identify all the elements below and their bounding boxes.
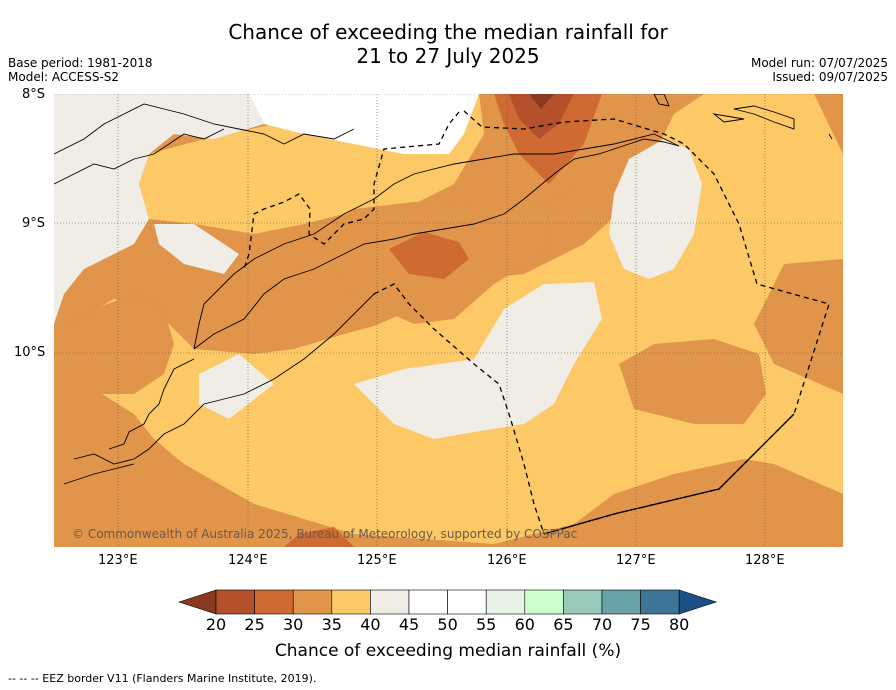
lat-label-9s: 9°S [22, 216, 46, 231]
band-30-35-east [619, 339, 766, 424]
eez-footnote: -- -- -- EEZ border V11 (Flanders Marine… [8, 672, 317, 685]
model-label: Model: ACCESS-S2 [8, 70, 120, 84]
band-40-45-timor-w [199, 354, 274, 419]
eez-border [243, 110, 830, 535]
band-40-45-west [54, 94, 184, 324]
colorbar-tick-label: 45 [398, 615, 420, 634]
lat-label-8s: 8°S [22, 87, 46, 102]
colorbar-segment [563, 589, 603, 615]
model-run-label: Model run: 07/07/2025 [750, 56, 888, 70]
band-40-45-island [154, 224, 239, 274]
band-25-30-south [284, 527, 354, 547]
colorbar-segment [292, 589, 333, 615]
map-svg: © Commonwealth of Australia 2025, Bureau… [54, 94, 843, 547]
copyright-text: © Commonwealth of Australia 2025, Bureau… [72, 527, 577, 541]
colorbar-segment [331, 589, 371, 615]
band-lt20-top [529, 94, 554, 109]
band-20-25-top [509, 94, 574, 139]
colorbar-segment [215, 589, 255, 615]
colorbar-tick-label: 60 [514, 615, 535, 634]
colorbar-tick-label: 25 [244, 615, 265, 634]
base-period-label: Base period: 1981-2018 [8, 56, 153, 70]
lon-label-127e: 127°E [616, 553, 656, 568]
coastlines [54, 94, 833, 485]
colorbar-title: Chance of exceeding median rainfall (%) [274, 641, 622, 661]
band-45-50-north [249, 94, 479, 154]
colorbar-segment [601, 589, 641, 615]
issued-label: Issued: 09/07/2025 [772, 70, 888, 84]
colorbar-tick-label: 70 [591, 615, 613, 634]
colorbar-tick-label: 55 [476, 615, 497, 634]
colorbar-extend-high [678, 589, 718, 615]
colorbar-tick-label: 35 [321, 615, 342, 634]
map-title-line1: Chance of exceeding the median rainfall … [228, 20, 668, 44]
lat-label-10s: 10°S [14, 345, 46, 360]
colorbar-tick-label: 75 [630, 615, 651, 634]
band-30-35-west [54, 294, 174, 394]
colorbar-tick-label: 50 [437, 615, 458, 634]
lon-label-126e: 126°E [487, 553, 527, 568]
rainfall-map: © Commonwealth of Australia 2025, Bureau… [54, 94, 843, 547]
lon-label-128e: 128°E [745, 553, 785, 568]
colorbar-segment [447, 589, 487, 615]
colorbar-tick-label: 30 [283, 615, 304, 634]
colorbar-tick-label: 65 [553, 615, 574, 634]
colorbar-tick-label: 40 [360, 615, 381, 634]
band-40-45-nw [154, 94, 264, 139]
graticule [54, 94, 843, 547]
colorbar-segment [254, 589, 294, 615]
lon-label-125e: 125°E [357, 553, 397, 568]
band-40-45-east [609, 139, 702, 279]
band-25-30-central [389, 232, 469, 279]
colorbar-segment [408, 589, 448, 615]
colorbar-segment [640, 589, 680, 615]
lon-label-124e: 124°E [228, 553, 268, 568]
colorbar-segment [524, 589, 564, 615]
band-40-45-south [354, 282, 602, 439]
colorbar-segment [485, 589, 526, 615]
lon-label-123e: 123°E [98, 553, 138, 568]
map-title-line2: 21 to 27 July 2025 [356, 44, 540, 68]
colorbar-tick-label: 80 [669, 615, 690, 634]
colorbar-segment [370, 589, 410, 615]
colorbar-extend-low [178, 589, 217, 615]
colorbar-tick-label: 20 [205, 615, 227, 634]
colorbar [178, 589, 718, 615]
